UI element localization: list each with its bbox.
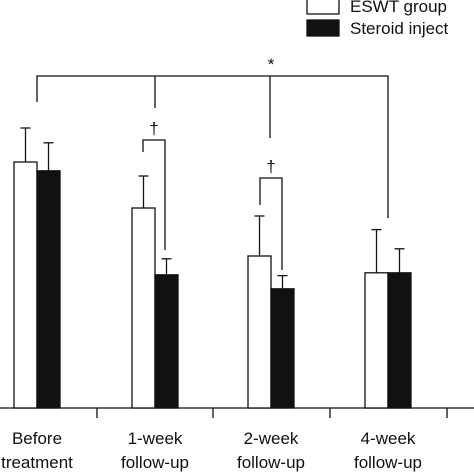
bracket-dagger-2 (259, 177, 283, 270)
x-tick-label: follow-up (237, 453, 305, 472)
x-tick-label: follow-up (354, 453, 422, 472)
legend-swatch (306, 19, 340, 37)
bracket-dagger-1 (142, 139, 166, 250)
bracket-star (36, 75, 389, 218)
bar (387, 272, 412, 409)
x-tick-label: Before (12, 429, 62, 448)
annotation: † (149, 119, 158, 138)
bar (364, 272, 389, 409)
significance-brackets (36, 75, 389, 270)
bar (13, 161, 38, 409)
bar (247, 255, 272, 409)
x-tick-label: follow-up (121, 453, 189, 472)
bar (154, 274, 179, 409)
legend-label: Steroid inject (350, 19, 449, 38)
bar (36, 170, 61, 409)
x-ticks (96, 408, 448, 418)
x-tick-label: treatment (1, 453, 73, 472)
annotation: * (268, 55, 275, 74)
bar (270, 288, 295, 409)
annotation: † (266, 157, 275, 176)
x-tick-label: 4-week (361, 429, 416, 448)
x-tick-label: 2-week (244, 429, 299, 448)
bar (131, 207, 156, 409)
x-tick-label: 1-week (128, 429, 183, 448)
legend-swatch (306, 0, 340, 15)
legend-label: ESWT group (350, 0, 447, 16)
